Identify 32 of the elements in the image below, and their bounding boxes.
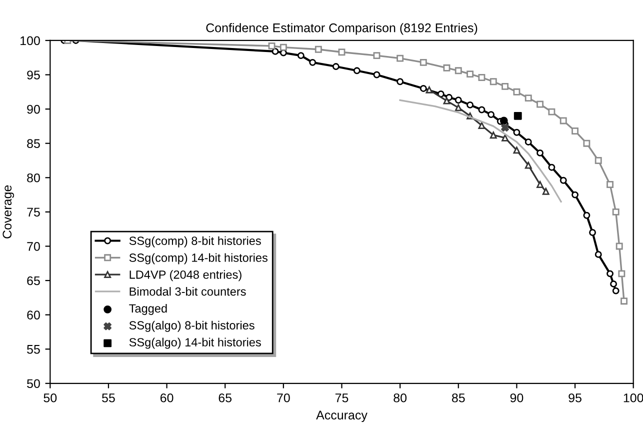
y-tick-label: 100 (20, 36, 40, 46)
y-tick-label: 60 (27, 310, 40, 320)
x-tick-label: 90 (510, 393, 524, 402)
y-tick-label: 70 (27, 242, 40, 251)
y-axis-title: Coverage (2, 185, 14, 238)
x-tick-label: 75 (335, 394, 348, 402)
legend-label: Tagged (129, 304, 167, 315)
legend-label: SSg(comp) 8-bit histories (129, 236, 261, 248)
x-tick-label: 100 (624, 393, 643, 402)
x-tick-label: 70 (277, 393, 290, 402)
x-tick-label: 60 (160, 393, 174, 402)
x-tick-label: 50 (44, 393, 57, 402)
legend-label: Bimodal 3-bit counters (130, 287, 246, 296)
y-tick-label: 85 (27, 139, 40, 148)
y-tick-label: 80 (27, 173, 40, 182)
legend-label: LD4VP (2048 entries) (130, 270, 242, 282)
y-tick-label: 95 (27, 70, 40, 80)
x-tick-label: 95 (568, 393, 582, 402)
y-tick-label: 75 (27, 208, 40, 217)
legend-label: SSg(comp) 14-bit histories (129, 253, 268, 264)
x-axis-title: Accuracy (316, 410, 368, 422)
y-tick-label: 90 (27, 104, 40, 114)
x-tick-label: 80 (394, 393, 407, 402)
legend-label: SSg(algo) 14-bit histories (129, 338, 261, 349)
y-tick-label: 55 (27, 345, 40, 354)
x-tick-label: 55 (102, 394, 115, 402)
y-tick-label: 65 (27, 276, 40, 286)
legend-label: SSg(algo) 8-bit histories (129, 320, 254, 332)
y-tick-label: 50 (27, 379, 40, 388)
x-tick-label: 85 (452, 393, 465, 402)
x-tick-label: 65 (218, 393, 232, 402)
chart-title: Confidence Estimator Comparison (8192 Entries) (206, 23, 478, 35)
